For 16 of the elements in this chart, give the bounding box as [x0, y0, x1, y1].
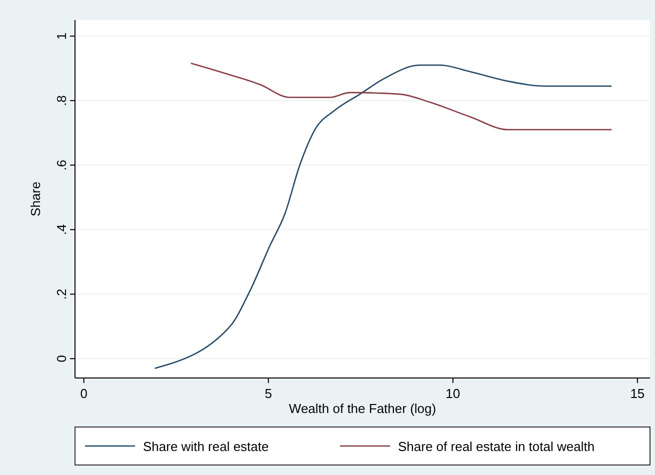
x-axis-title: Wealth of the Father (log) [288, 401, 436, 416]
legend-label: Share of real estate in total wealth [398, 439, 595, 454]
y-tick-label: 1 [54, 32, 69, 40]
x-tick-label: 5 [264, 386, 272, 401]
line-series [154, 64, 612, 369]
line-series [190, 62, 612, 130]
y-tick-label: .2 [54, 288, 69, 300]
x-tick-label: 10 [446, 386, 460, 401]
x-tick-label: 0 [80, 386, 88, 401]
legend-label: Share with real estate [143, 439, 269, 454]
y-axis-title: Share [28, 182, 43, 216]
x-tick-label: 15 [630, 386, 645, 401]
y-tick-label: .4 [54, 224, 69, 236]
y-tick-label: 0 [54, 355, 69, 362]
y-tick-label: .8 [54, 95, 69, 106]
y-tick-label: .6 [54, 160, 69, 171]
